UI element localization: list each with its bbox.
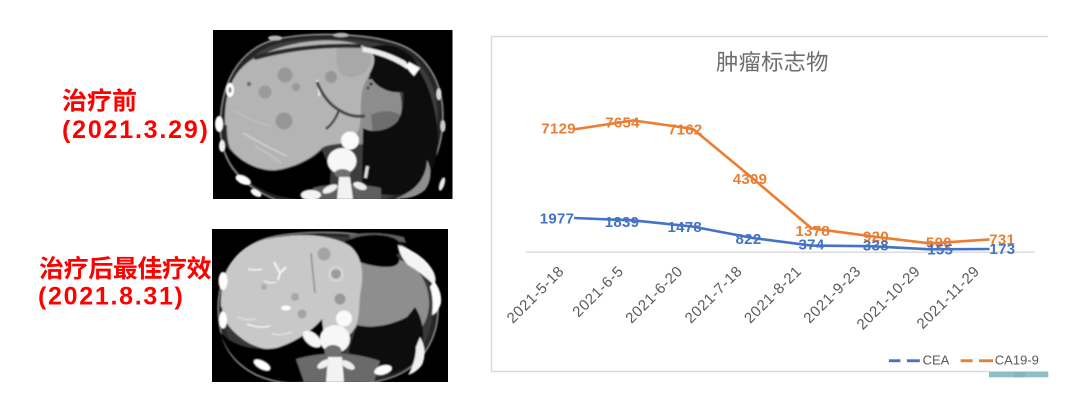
svg-text:920: 920 — [863, 229, 889, 246]
svg-text:7129: 7129 — [541, 121, 576, 138]
svg-text:1478: 1478 — [668, 219, 703, 236]
svg-text:(2021.8.31): (2021.8.31) — [38, 283, 185, 311]
svg-text:7162: 7162 — [668, 122, 703, 139]
svg-text:4309: 4309 — [733, 171, 768, 188]
svg-text:7654: 7654 — [605, 115, 640, 132]
svg-text:500: 500 — [926, 235, 952, 252]
svg-text:173: 173 — [989, 241, 1015, 258]
svg-text:CEA: CEA — [923, 353, 950, 368]
svg-text:(2021.3.29): (2021.3.29) — [62, 116, 210, 144]
svg-text:1378: 1378 — [795, 223, 830, 240]
svg-text:1977: 1977 — [540, 211, 575, 228]
svg-text:338: 338 — [863, 238, 889, 255]
svg-text:822: 822 — [736, 231, 762, 248]
svg-text:374: 374 — [799, 237, 825, 254]
svg-text:731: 731 — [989, 232, 1015, 249]
svg-text:1839: 1839 — [605, 214, 640, 231]
svg-text:155: 155 — [927, 242, 953, 259]
svg-text:CA19-9: CA19-9 — [995, 353, 1039, 368]
